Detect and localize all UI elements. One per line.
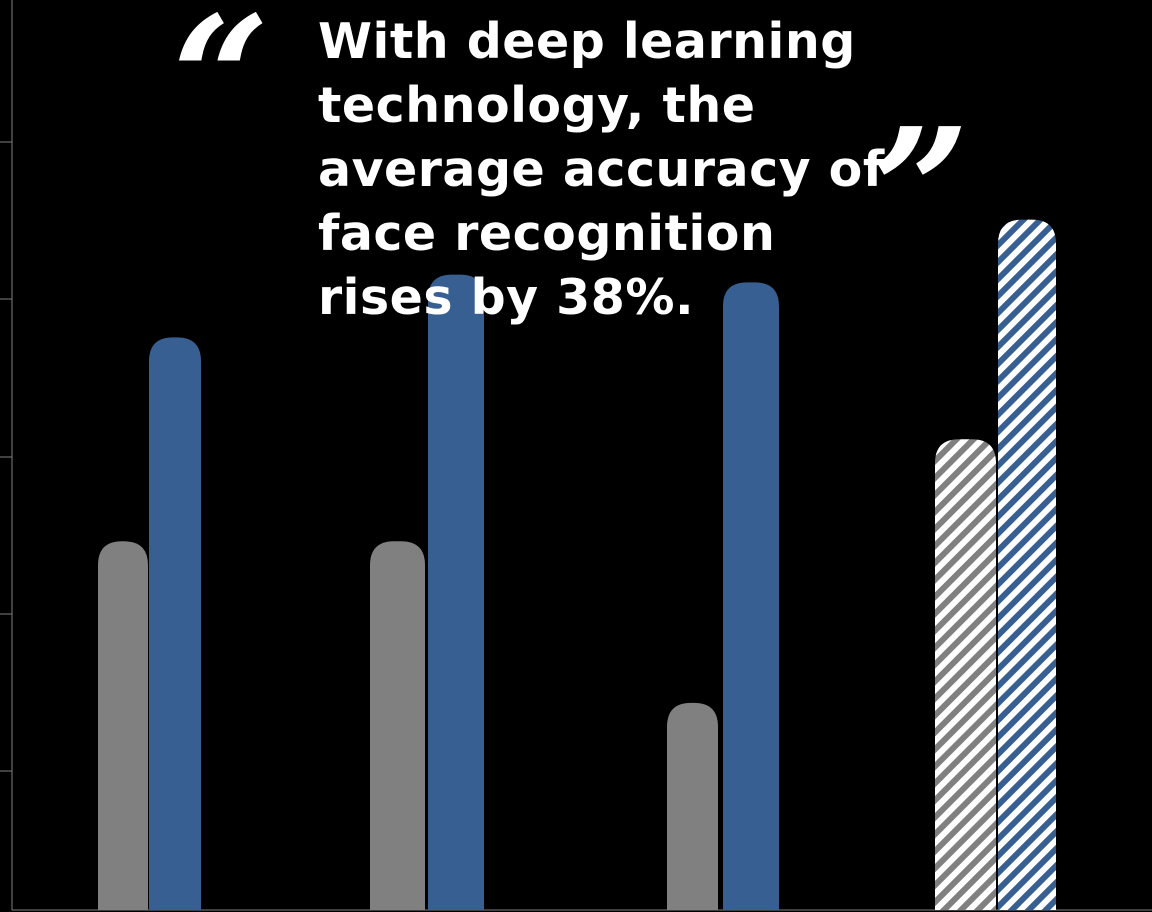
close-quote-mark: ”	[872, 91, 970, 291]
gray-bar-4	[935, 439, 996, 910]
gray-bar-1	[98, 541, 148, 910]
bars	[98, 219, 1056, 911]
blue-bar-2	[428, 274, 484, 910]
blue-bar-1	[149, 337, 201, 910]
gray-bar-3	[667, 702, 718, 910]
quote-text: With deep learning technology, the avera…	[318, 13, 885, 326]
gray-bar-2	[370, 541, 425, 910]
open-quote-mark: “	[172, 0, 270, 179]
blue-bar-4	[998, 219, 1056, 911]
blue-bar-3	[723, 282, 779, 910]
